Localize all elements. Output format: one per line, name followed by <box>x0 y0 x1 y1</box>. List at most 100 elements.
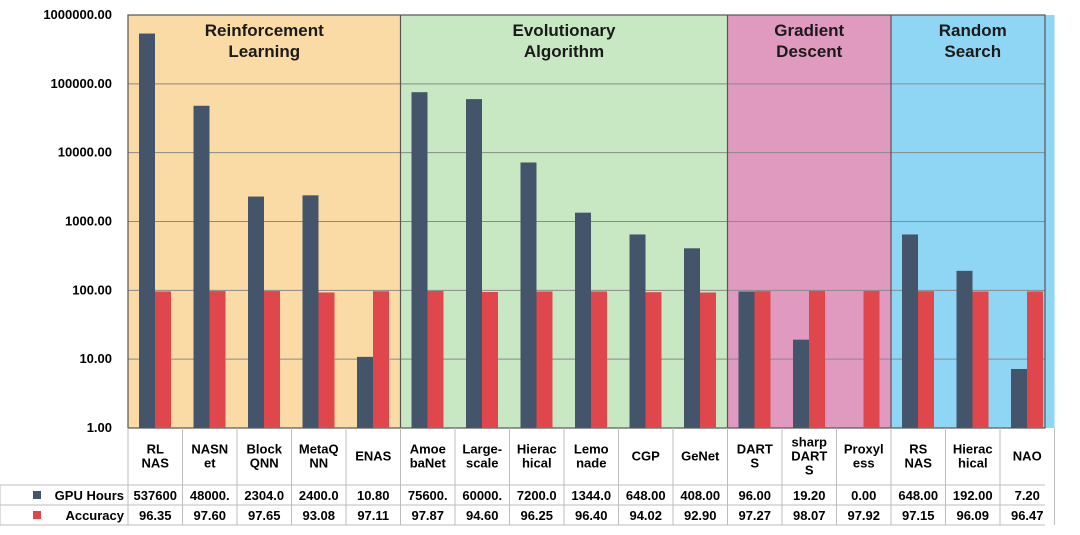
table-cell-value: 537600 <box>134 488 177 503</box>
accuracy-bar <box>700 292 716 428</box>
gpu-hours-bar <box>357 356 373 428</box>
y-tick-label: 1000000.00 <box>43 7 112 22</box>
gpu-hours-bar <box>629 234 646 428</box>
table-cell-value: 192.00 <box>953 488 993 503</box>
y-tick-label: 10000.00 <box>58 145 112 160</box>
table-cell-value: 75600. <box>408 488 448 503</box>
category-label: nade <box>576 456 606 471</box>
table-cell-value: 2304.0 <box>244 488 284 503</box>
accuracy-bar <box>809 290 825 428</box>
table-cell-value: 10.80 <box>357 488 390 503</box>
category-label: hical <box>958 456 988 471</box>
category-label: baNet <box>410 456 447 471</box>
table-cell-value: 92.90 <box>684 508 717 523</box>
table-cell-value: 1344.0 <box>571 488 611 503</box>
group-title-3: Search <box>944 42 1001 61</box>
gpu-hours-bar <box>956 270 973 428</box>
table-cell-value: 96.00 <box>738 488 771 503</box>
category-label: NN <box>309 456 328 471</box>
group-title-3: Random <box>939 21 1007 40</box>
category-label: Large- <box>462 442 502 457</box>
category-label: CGP <box>632 449 661 464</box>
table-cell-value: 408.00 <box>680 488 720 503</box>
table-cell-value: 648.00 <box>898 488 938 503</box>
y-tick-label: 1.00 <box>87 420 112 435</box>
table-cell-value: 96.35 <box>139 508 172 523</box>
table-cell-value: 2400.0 <box>299 488 339 503</box>
table-cell-value: 96.25 <box>520 508 553 523</box>
table-cell-value: 7200.0 <box>517 488 557 503</box>
category-label: scale <box>466 456 499 471</box>
accuracy-bar <box>645 292 662 428</box>
gpu-hours-bar <box>466 99 482 429</box>
category-label: RS <box>909 442 927 457</box>
table-cell-value: 97.15 <box>902 508 935 523</box>
category-label: S <box>805 463 814 478</box>
legend-gpu-hours-swatch <box>33 491 41 499</box>
table-cell-value: 96.47 <box>1011 508 1044 523</box>
category-label: Hierac <box>517 442 557 457</box>
accuracy-bar <box>754 291 771 428</box>
y-tick-label: 100000.00 <box>51 76 112 91</box>
gpu-hours-bar <box>684 248 700 428</box>
accuracy-bar <box>591 291 607 428</box>
y-tick-label: 1000.00 <box>65 214 112 229</box>
y-tick-label: 10.00 <box>79 351 112 366</box>
accuracy-bar <box>209 291 226 428</box>
legend-gpu-hours-label: GPU Hours <box>55 488 124 503</box>
category-label: hical <box>522 456 552 471</box>
category-label: NAS <box>905 456 933 471</box>
category-label: QNN <box>250 456 279 471</box>
accuracy-bar <box>155 291 171 428</box>
category-label: MetaQ <box>299 442 339 457</box>
accuracy-bar <box>536 291 553 428</box>
category-label: DART <box>791 449 827 464</box>
group-title-2: Gradient <box>774 21 844 40</box>
table-cell-value: 94.02 <box>629 508 662 523</box>
gpu-hours-bar <box>139 33 155 429</box>
gpu-hours-bar <box>902 234 918 428</box>
table-cell-value: 60000. <box>462 488 502 503</box>
legend-accuracy-swatch <box>33 511 41 519</box>
category-label: Hierac <box>953 442 993 457</box>
table-cell-value: 48000. <box>190 488 230 503</box>
category-label: Proxyl <box>844 442 884 457</box>
table-cell-value: 97.60 <box>193 508 226 523</box>
category-label: DART <box>737 442 773 457</box>
accuracy-bar <box>1027 291 1043 428</box>
gpu-hours-bar <box>520 162 537 429</box>
accuracy-bar <box>427 290 444 428</box>
category-label: NAS <box>142 456 170 471</box>
category-label: ENAS <box>355 449 391 464</box>
table-cell-value: 19.20 <box>793 488 826 503</box>
category-label: sharp <box>792 435 827 450</box>
gpu-hours-bar <box>575 212 591 428</box>
category-label: Lemo <box>574 442 609 457</box>
category-label: et <box>204 456 216 471</box>
accuracy-bar <box>918 291 934 428</box>
category-label: Amoe <box>410 442 446 457</box>
table-cell-value: 7.20 <box>1015 488 1040 503</box>
group-title-1: Algorithm <box>524 42 604 61</box>
group-title-2: Descent <box>776 42 842 61</box>
gpu-hours-bar <box>193 105 210 428</box>
table-cell-value: 96.09 <box>956 508 989 523</box>
accuracy-bar <box>318 292 335 428</box>
table-cell-value: 97.27 <box>738 508 771 523</box>
group-title-0: Reinforcement <box>205 21 324 40</box>
category-label: RL <box>147 442 164 457</box>
group-title-1: Evolutionary <box>513 21 617 40</box>
table-cell-value: 97.92 <box>847 508 880 523</box>
table-cell-value: 97.65 <box>248 508 281 523</box>
accuracy-bar <box>972 291 989 428</box>
gpu-hours-bar <box>738 291 755 428</box>
table-cell-value: 93.08 <box>302 508 335 523</box>
table-cell-value: 94.60 <box>466 508 499 523</box>
group-title-0: Learning <box>228 42 300 61</box>
table-cell-value: 97.87 <box>411 508 444 523</box>
gpu-hours-bar <box>302 195 319 428</box>
accuracy-bar <box>373 291 389 428</box>
gpu-hours-bar <box>248 196 264 428</box>
category-label: NAO <box>1013 449 1042 464</box>
